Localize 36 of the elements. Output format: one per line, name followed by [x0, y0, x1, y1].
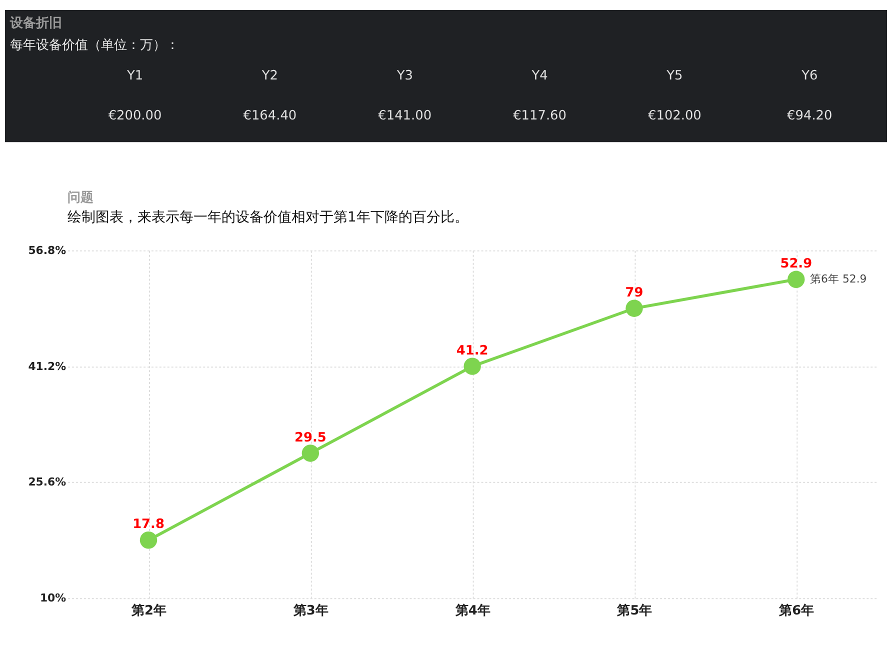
text: 29.5 — [294, 430, 326, 446]
text: 每年设备价值（单位：万）： — [10, 38, 179, 53]
y-tick-label: 25.6% — [28, 476, 66, 489]
point — [464, 358, 481, 375]
data-label: €94.20 — [787, 108, 832, 124]
point — [302, 444, 320, 462]
x-tick-label: 第3年 — [292, 603, 328, 618]
x-tick-label: 第6年 — [778, 603, 814, 618]
data-label: €200.00 — [108, 108, 162, 124]
text: 79 — [625, 285, 644, 300]
x-tick-label: 第4年 — [454, 603, 490, 618]
category-label: Y1 — [126, 68, 144, 84]
category-label: Y6 — [800, 68, 818, 84]
y-tick-label: 56.8% — [28, 244, 66, 257]
category-label: Y3 — [396, 68, 413, 84]
data-label: €141.00 — [378, 108, 432, 124]
data-label: €102.00 — [648, 108, 702, 124]
category-label: Y4 — [530, 68, 548, 84]
point — [788, 270, 805, 288]
x-tick-label: 第5年 — [616, 603, 652, 618]
text: 41.2 — [456, 343, 488, 358]
y-tick-label: 41.2% — [28, 360, 66, 373]
chart-title: 问题 — [68, 190, 94, 206]
data-label: €117.60 — [513, 108, 566, 124]
y-tick-label: 10% — [40, 592, 66, 605]
point — [626, 300, 643, 317]
x-tick-label: 第2年 — [130, 603, 166, 618]
category-label: Y5 — [666, 68, 683, 84]
text: 设备折旧 — [8, 16, 62, 31]
text: 17.8 — [132, 517, 164, 532]
point — [140, 532, 158, 549]
category-label: Y2 — [260, 68, 278, 84]
text: 52.9 — [780, 256, 812, 272]
chart-subtitle: 绘制图表，来表示每一年的设备价值相对于第1年下降的百分比。 — [68, 210, 468, 226]
data-label: €164.40 — [243, 108, 297, 124]
annotation: 第6年 52.9 — [810, 272, 867, 286]
